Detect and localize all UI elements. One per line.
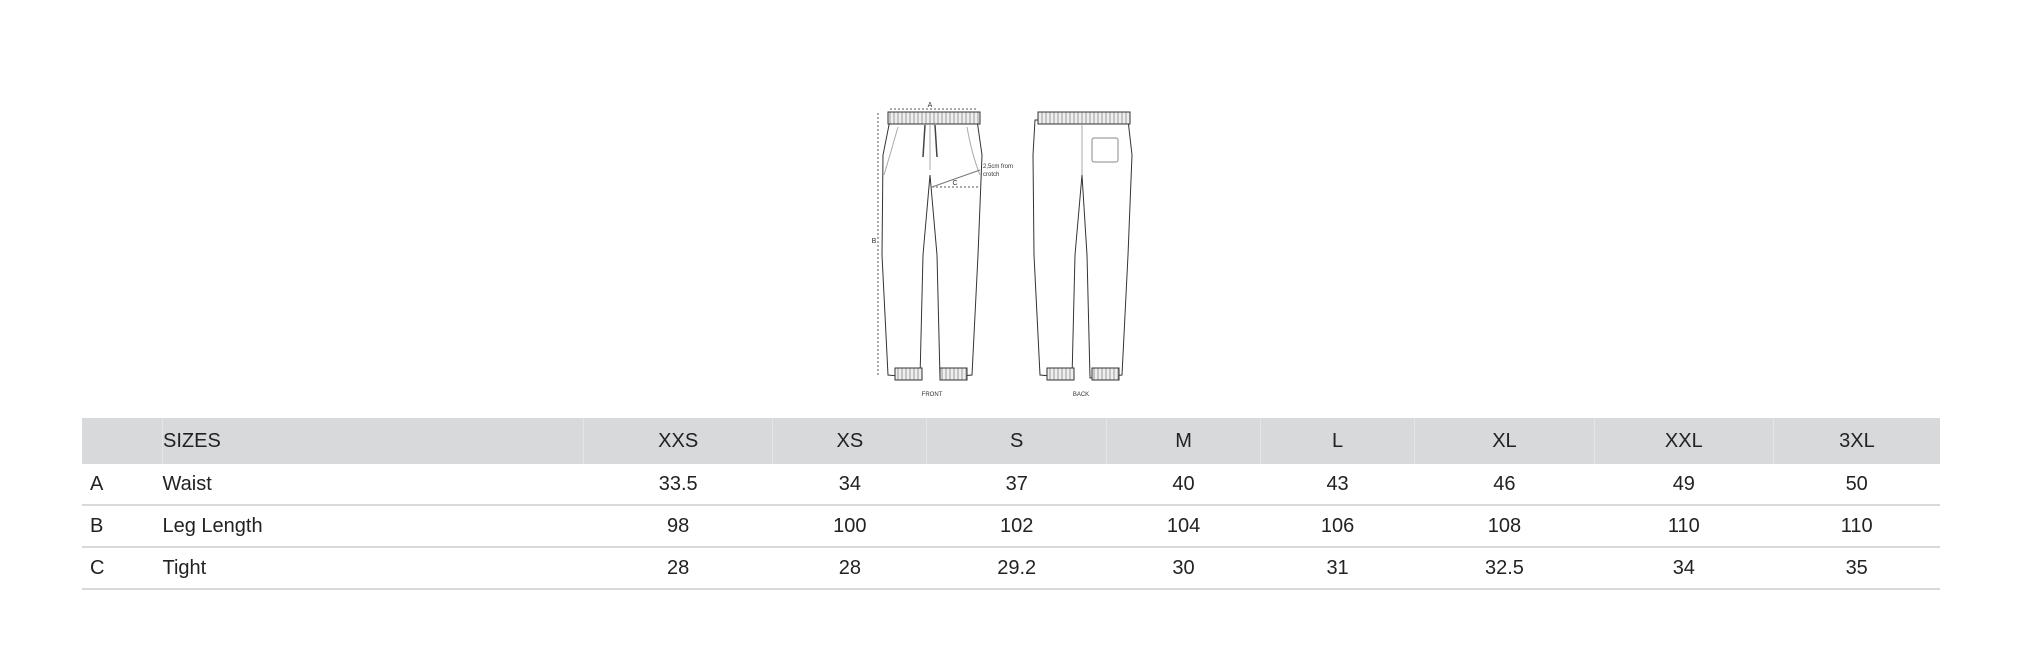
measure-c-label: C [952,180,957,187]
front-label: FRONT [922,392,943,398]
pants-technical-drawing: A B C 2,5cm from crotch FRONT BACK [872,102,1133,398]
measure-value: 28 [583,547,773,590]
measure-value: 31 [1260,547,1415,590]
measure-value: 28 [772,547,927,590]
measure-value: 34 [772,464,927,506]
size-header: XXL [1594,418,1774,464]
measure-name: Leg Length [162,505,584,548]
measure-a-label: A [928,102,933,109]
table-row: A Waist 33.5 34 37 40 43 46 49 50 [82,464,1940,506]
measure-value: 49 [1594,464,1774,506]
measure-value: 37 [926,464,1107,506]
header-key-cell [82,418,163,464]
size-header: L [1260,418,1416,464]
measure-value: 33.5 [583,464,773,506]
table-row: B Leg Length 98 100 102 104 106 108 110 110 [82,505,1940,548]
measure-name: Waist [162,464,584,506]
measure-value: 40 [1106,464,1261,506]
size-header: M [1106,418,1262,464]
measure-key: A [82,464,163,506]
size-header: S [926,418,1108,464]
measure-b-label: B [872,238,877,245]
note-line-1: 2,5cm from [983,164,1013,170]
measure-value: 102 [926,505,1107,548]
measure-value: 32.5 [1414,547,1595,590]
measure-key: B [82,505,163,548]
back-label: BACK [1073,392,1089,398]
measure-value: 98 [583,505,773,548]
header-sizes-label: SIZES [162,418,584,464]
table-header-row: SIZES XXS XS S M L XL XXL 3XL [82,418,1940,464]
front-view [877,108,983,381]
measure-value: 50 [1773,464,1940,506]
measure-value: 30 [1106,547,1261,590]
size-header: XS [772,418,928,464]
size-header: XL [1414,418,1595,464]
measure-value: 100 [772,505,927,548]
measure-name: Tight [162,547,584,590]
size-chart-table: SIZES XXS XS S M L XL XXL 3XL A Waist 33.5… [82,418,1940,590]
measure-key: C [82,547,163,590]
size-header: XXS [583,418,774,464]
measure-value: 110 [1773,505,1940,548]
table-row: C Tight 28 28 29.2 30 31 32.5 34 35 [82,547,1940,590]
measure-value: 108 [1414,505,1595,548]
measure-value: 43 [1260,464,1415,506]
measure-value: 46 [1414,464,1595,506]
measure-value: 29.2 [926,547,1107,590]
measure-value: 106 [1260,505,1415,548]
measure-value: 104 [1106,505,1261,548]
measure-value: 35 [1773,547,1940,590]
back-view [1032,111,1133,381]
measure-value: 110 [1594,505,1774,548]
size-header: 3XL [1773,418,1940,464]
measure-value: 34 [1594,547,1774,590]
note-line-2: crotch [983,172,999,178]
